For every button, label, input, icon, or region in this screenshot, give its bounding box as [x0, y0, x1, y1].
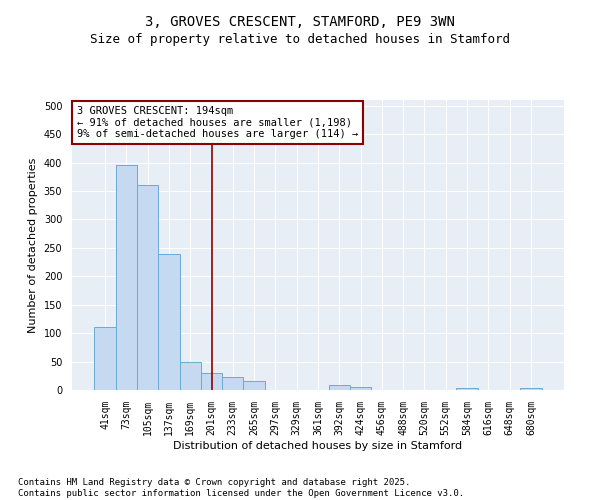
- Bar: [350, 387, 371, 390]
- Bar: [201, 373, 222, 390]
- Bar: [222, 378, 244, 390]
- Y-axis label: Number of detached properties: Number of detached properties: [28, 158, 38, 332]
- Bar: [244, 382, 265, 390]
- X-axis label: Distribution of detached houses by size in Stamford: Distribution of detached houses by size …: [173, 440, 463, 450]
- Bar: [520, 388, 542, 390]
- Text: Contains HM Land Registry data © Crown copyright and database right 2025.
Contai: Contains HM Land Registry data © Crown c…: [18, 478, 464, 498]
- Bar: [94, 328, 116, 390]
- Bar: [116, 166, 137, 390]
- Bar: [457, 388, 478, 390]
- Text: 3 GROVES CRESCENT: 194sqm
← 91% of detached houses are smaller (1,198)
9% of sem: 3 GROVES CRESCENT: 194sqm ← 91% of detac…: [77, 106, 358, 139]
- Bar: [329, 386, 350, 390]
- Bar: [179, 362, 201, 390]
- Bar: [158, 254, 179, 390]
- Text: 3, GROVES CRESCENT, STAMFORD, PE9 3WN: 3, GROVES CRESCENT, STAMFORD, PE9 3WN: [145, 15, 455, 29]
- Text: Size of property relative to detached houses in Stamford: Size of property relative to detached ho…: [90, 32, 510, 46]
- Bar: [137, 186, 158, 390]
